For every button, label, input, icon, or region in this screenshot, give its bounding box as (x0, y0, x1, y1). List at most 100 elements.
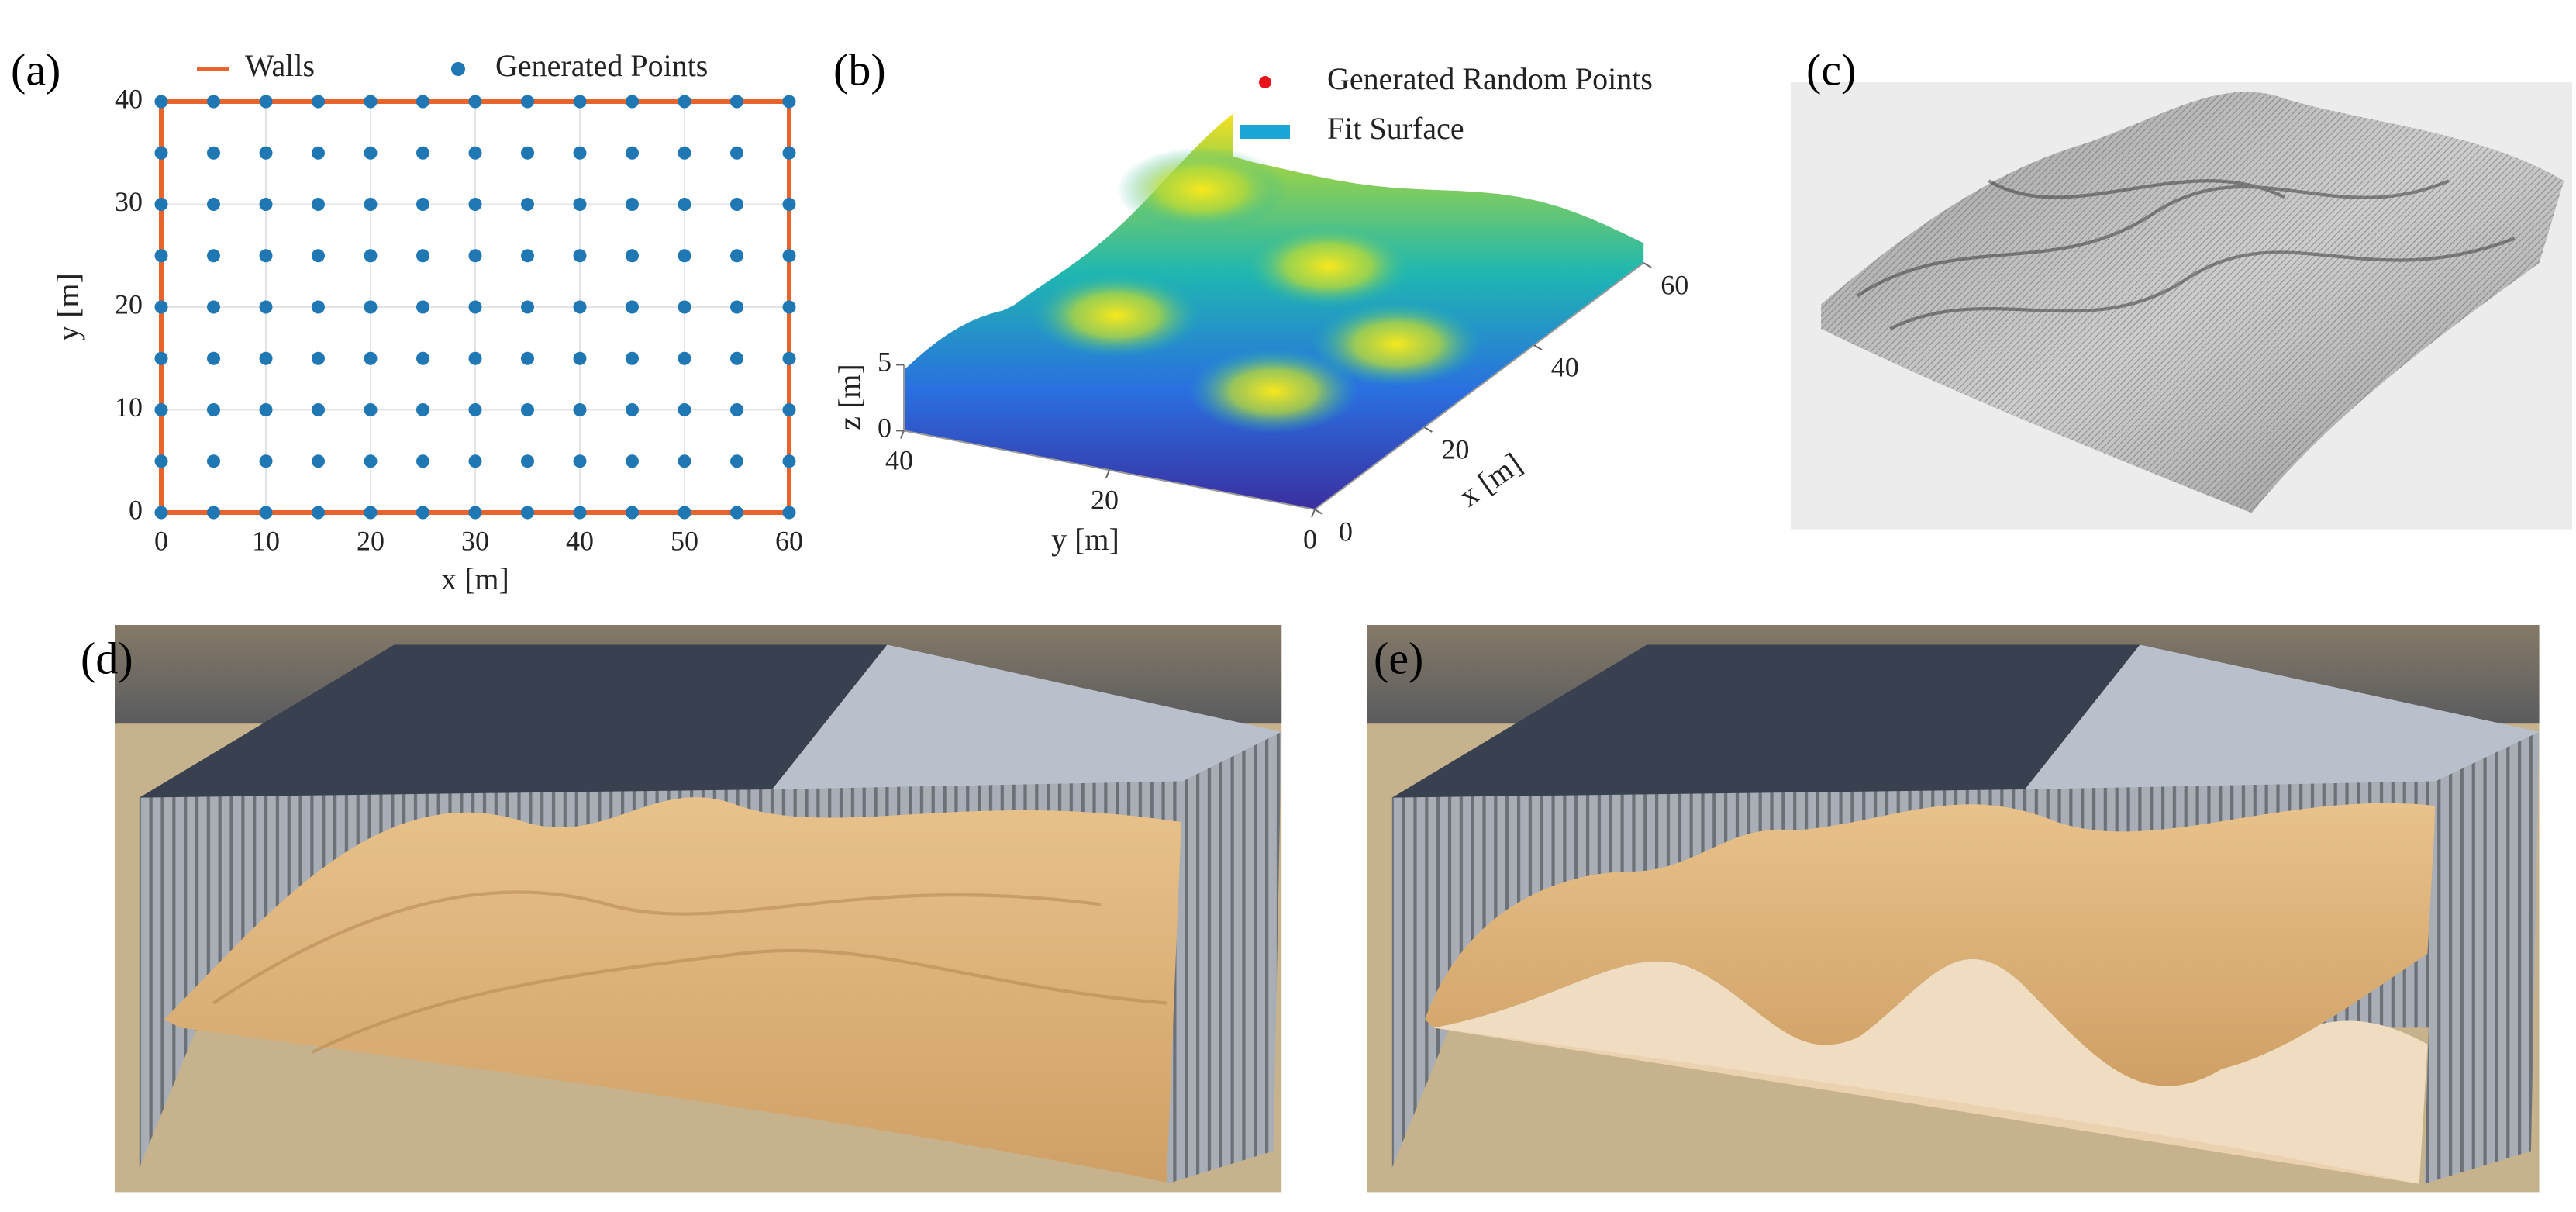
point (782, 95, 796, 109)
point (678, 300, 691, 314)
point (626, 249, 639, 263)
point (468, 403, 482, 416)
point (364, 249, 378, 263)
point (730, 506, 743, 520)
point (312, 506, 325, 520)
point (154, 300, 168, 314)
point (416, 351, 429, 365)
point (207, 95, 220, 109)
point (468, 95, 482, 109)
point (364, 198, 378, 211)
point (468, 454, 482, 468)
point (573, 454, 587, 468)
point (521, 403, 534, 416)
point (364, 146, 378, 160)
point (154, 506, 168, 520)
x-tick-label: 30 (461, 525, 489, 556)
point (312, 403, 325, 416)
point (468, 506, 482, 520)
point (416, 300, 429, 314)
x-tick-label: 50 (671, 525, 698, 556)
x-tick-label: 0 (154, 525, 168, 556)
point (730, 403, 743, 416)
x-tick-label: 40 (1551, 351, 1579, 382)
x-axis-label: x [m] (441, 561, 509, 596)
point (259, 300, 273, 314)
point (364, 351, 378, 365)
point (782, 146, 796, 160)
panel-label: (b) (833, 44, 886, 95)
point (416, 249, 429, 263)
tick-mark (1314, 509, 1323, 515)
point (626, 300, 639, 314)
point (782, 351, 796, 365)
point (154, 454, 168, 468)
legend-label: Walls (245, 48, 315, 83)
y-axis-label: y [m] (50, 273, 85, 341)
point (626, 146, 639, 160)
point (154, 403, 168, 416)
point (207, 249, 220, 263)
point (678, 506, 691, 520)
point (312, 249, 325, 263)
z-axis-label: z [m] (832, 364, 867, 430)
point (154, 351, 168, 365)
point (573, 198, 587, 211)
point (259, 146, 273, 160)
point (730, 249, 743, 263)
point (678, 146, 691, 160)
point (312, 351, 325, 365)
point (468, 300, 482, 314)
point (573, 506, 587, 520)
point (626, 95, 639, 109)
x-tick-label: 10 (252, 525, 280, 556)
point (678, 403, 691, 416)
point (626, 198, 639, 211)
tick-mark (1311, 509, 1316, 518)
x-tick-label: 0 (1339, 516, 1353, 547)
point (312, 198, 325, 211)
point (782, 198, 796, 211)
point (678, 249, 691, 263)
y-tick-label: 0 (129, 494, 143, 525)
point (207, 198, 220, 211)
panel-label: (a) (11, 44, 60, 95)
point (259, 198, 273, 211)
point (782, 249, 796, 263)
point (521, 95, 534, 109)
y-tick-label: 40 (115, 83, 143, 114)
point (416, 198, 429, 211)
panel-label: (d) (81, 633, 133, 683)
point (626, 506, 639, 520)
point (364, 506, 378, 520)
point (154, 95, 168, 109)
point (312, 454, 325, 468)
point (626, 454, 639, 468)
point (312, 95, 325, 109)
point (521, 506, 534, 520)
x-tick-label: 20 (1441, 433, 1469, 464)
point (782, 454, 796, 468)
z-tick-label: 5 (878, 347, 891, 378)
point (521, 146, 534, 160)
legend-label: Fit Surface (1327, 111, 1464, 146)
tick-mark (1105, 469, 1110, 478)
point (521, 454, 534, 468)
point (573, 300, 587, 314)
point (626, 403, 639, 416)
point (678, 454, 691, 468)
point (468, 146, 482, 160)
point (364, 95, 378, 109)
legend-label: Generated Random Points (1327, 61, 1653, 96)
tick-mark (1643, 262, 1652, 268)
legend-swatch (1259, 76, 1271, 88)
legend-swatch (1240, 125, 1290, 139)
point (154, 198, 168, 211)
x-tick-label: 40 (566, 525, 594, 556)
point (730, 95, 743, 109)
point (678, 198, 691, 211)
point (207, 403, 220, 416)
point (521, 300, 534, 314)
surface-hill (1188, 348, 1360, 434)
point (259, 506, 273, 520)
